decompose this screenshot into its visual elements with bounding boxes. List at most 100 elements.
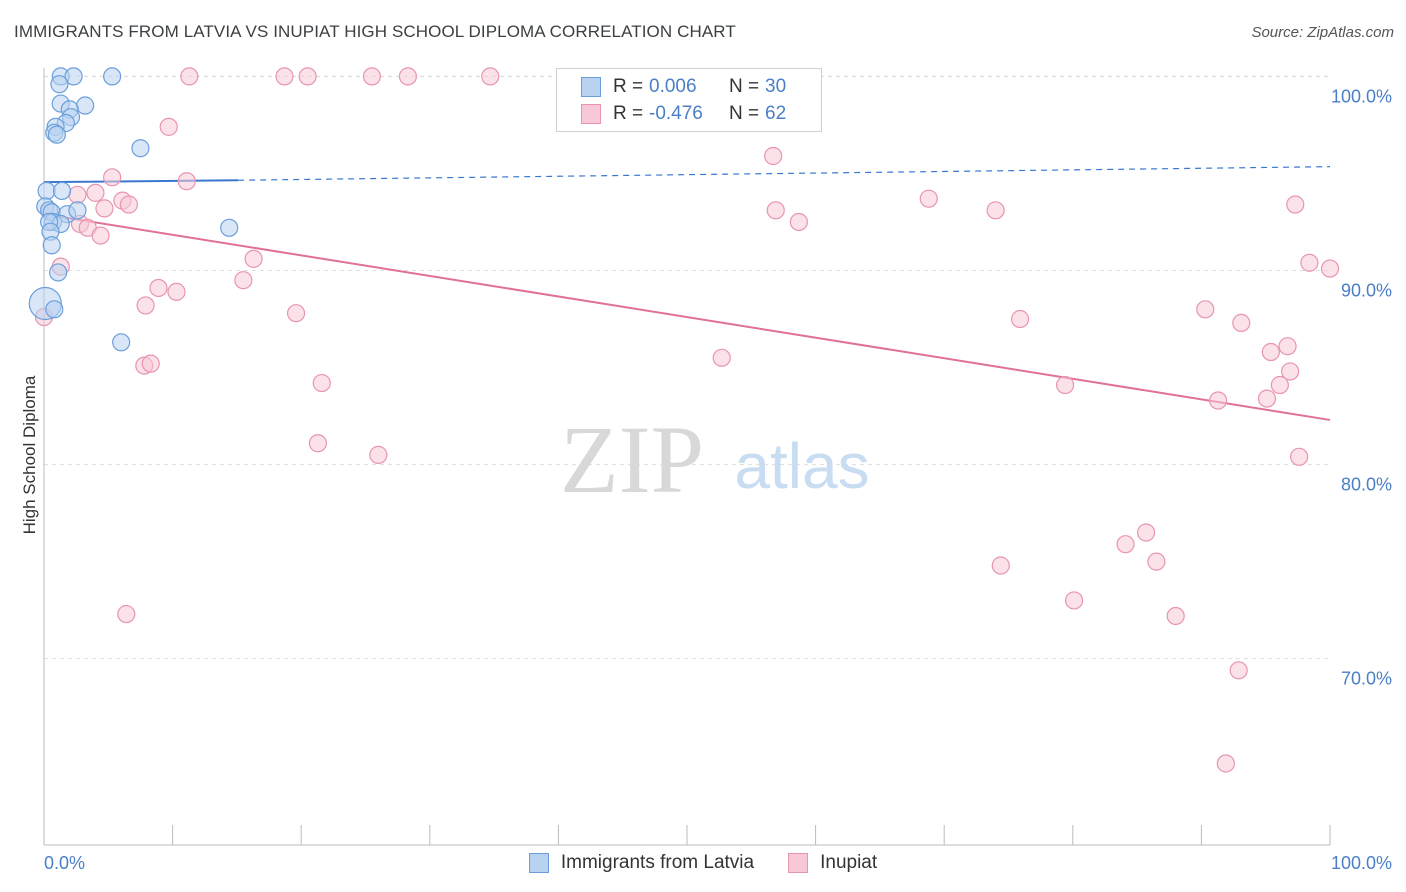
data-point-inupiat [286,304,306,323]
data-point-latvia [68,201,87,220]
data-point-inupiat [1261,342,1280,362]
legend-swatch-blue [528,853,549,873]
r-label: R = [613,76,644,97]
data-point-inupiat [919,189,938,208]
n-value: 30 [765,76,787,97]
data-point-inupiat [136,296,155,315]
series-latvia [28,67,239,352]
data-point-inupiat [764,146,783,166]
data-point-inupiat [95,199,114,218]
data-point-inupiat [1010,309,1030,329]
data-point-inupiat [398,67,418,86]
r-value: -0.476 [649,103,703,124]
data-point-inupiat [481,67,500,86]
data-point-inupiat [180,67,199,86]
data-point-inupiat [1147,552,1166,571]
data-point-inupiat [1286,195,1305,214]
data-point-inupiat [68,185,87,204]
data-point-inupiat [275,67,294,86]
legend-swatch-pink [788,853,809,873]
chart-title: IMMIGRANTS FROM LATVIA VS INUPIAT HIGH S… [14,22,736,41]
data-point-inupiat [1116,535,1135,554]
data-point-inupiat [159,117,178,136]
data-point-inupiat [234,271,253,290]
data-point-latvia [131,139,150,158]
data-point-inupiat [1137,523,1156,542]
data-point-inupiat [1281,362,1300,381]
data-point-inupiat [177,172,196,191]
data-point-inupiat [86,183,105,202]
data-point-inupiat [298,67,317,86]
data-point-inupiat [167,282,186,301]
data-point-inupiat [1209,391,1228,410]
data-point-inupiat [1229,661,1248,680]
data-point-inupiat [1300,253,1319,272]
y-tick-label: 90.0% [1341,280,1392,300]
legend-swatch-pink [581,104,601,124]
trend-lines [43,166,1331,421]
data-point-inupiat [766,201,785,220]
data-point-inupiat [1196,300,1215,319]
data-point-latvia [37,181,56,201]
trend-line-latvia [43,179,239,184]
data-point-inupiat [149,278,168,298]
data-point-latvia [42,236,61,255]
data-point-inupiat [117,604,136,624]
watermark-zip: ZIP [560,406,704,513]
data-point-inupiat [1270,375,1289,395]
data-point-latvia [47,125,66,144]
data-point-latvia [103,67,122,86]
data-point-latvia [64,67,83,86]
data-point-inupiat [986,201,1005,220]
legend-item-latvia[interactable]: Immigrants from Latvia [528,852,755,874]
data-point-inupiat [1055,375,1075,395]
data-point-inupiat [1320,259,1340,278]
legend-label: Inupiat [820,852,878,873]
data-point-inupiat [103,168,122,187]
data-point-inupiat [1166,606,1185,626]
legend-row-inupiat: R = -0.476 N = 62 [581,102,786,126]
legend-item-inupiat[interactable]: Inupiat [788,852,877,874]
data-point-inupiat [308,434,328,453]
stats-legend: R = 0.006 N = 30 R = -0.476 N = 62 [556,68,822,132]
trend-line-inupiat [43,213,1331,421]
data-point-inupiat [1232,313,1251,333]
data-point-inupiat [1064,591,1084,610]
data-point-latvia [49,263,68,282]
data-point-inupiat [369,445,388,464]
series-legend: Immigrants from Latvia Inupiat [0,852,1406,874]
data-point-inupiat [1257,389,1277,408]
data-point-inupiat [119,195,138,214]
data-point-latvia [76,96,95,115]
data-point-inupiat [362,67,382,86]
data-point-inupiat [991,556,1010,575]
tick-labels: 70.0% 80.0% 90.0% 100.0% 0.0% 100.0% [44,86,1392,873]
x-tick-label: 0.0% [44,853,85,873]
y-tick-label: 80.0% [1341,475,1392,495]
data-point-latvia [220,218,239,237]
data-point-inupiat [1216,754,1235,773]
watermark-atlas: atlas [734,430,869,502]
n-label: N = [729,76,760,97]
data-point-latvia [52,181,72,201]
r-label: R = [613,103,644,124]
data-point-inupiat [1278,337,1297,356]
data-point-inupiat [789,212,808,232]
trend-line-latvia-extension [238,166,1331,181]
y-tick-label: 70.0% [1341,669,1392,689]
data-point-inupiat [712,348,731,367]
data-point-inupiat [141,354,160,373]
data-point-inupiat [312,373,331,393]
r-value: 0.006 [649,76,697,97]
series-inupiat [34,67,1340,773]
legend-row-latvia: R = 0.006 N = 30 [581,75,786,99]
data-point-inupiat [244,249,263,268]
legend-label: Immigrants from Latvia [560,852,755,873]
n-value: 62 [765,103,787,124]
x-tick-label: 100.0% [1331,853,1392,873]
y-tick-label: 100.0% [1331,86,1392,106]
data-point-inupiat [1290,447,1309,466]
data-point-inupiat [91,226,110,245]
data-point-latvia [112,333,131,352]
